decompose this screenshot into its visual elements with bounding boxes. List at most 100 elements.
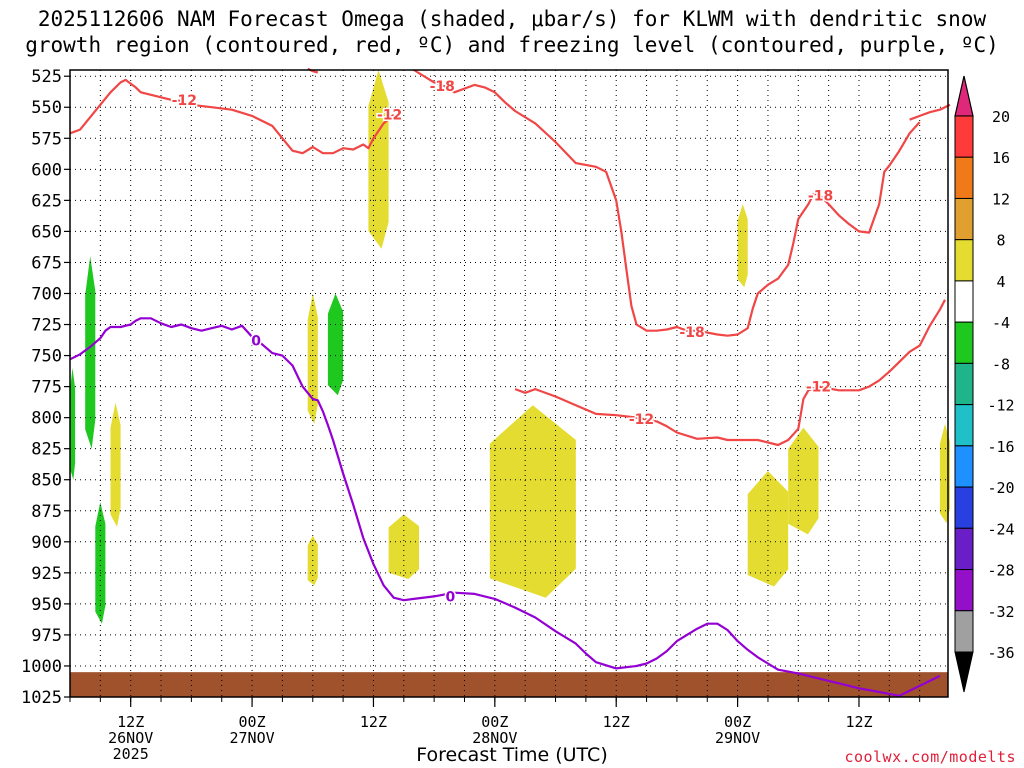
colorbar-swatch-3 bbox=[954, 239, 974, 282]
y-tick-label-625: 625 bbox=[31, 191, 62, 211]
y-tick-label-650: 650 bbox=[31, 222, 62, 242]
y-tick-label-550: 550 bbox=[31, 98, 62, 118]
contour-label-3: -12 bbox=[806, 380, 831, 396]
colorbar-top-arrow bbox=[954, 75, 974, 117]
x-tick-label-42-1: 28NOV bbox=[472, 729, 517, 747]
y-tick-label-675: 675 bbox=[31, 253, 62, 273]
colorbar-swatch-9 bbox=[954, 486, 974, 529]
y-tick-label-600: 600 bbox=[31, 160, 62, 180]
y-tick-label-800: 800 bbox=[31, 409, 62, 429]
colorbar-label-0: 20 bbox=[992, 108, 1010, 126]
y-tick-label-925: 925 bbox=[31, 564, 62, 584]
omega-region-10 bbox=[85, 256, 96, 449]
colorbar-swatch-4 bbox=[954, 280, 974, 323]
x-tick-label-18-1: 27NOV bbox=[229, 729, 274, 747]
y-tick-label-875: 875 bbox=[31, 502, 62, 522]
y-tick-label-900: 900 bbox=[31, 533, 62, 553]
x-tick-label-6-2: 2025 bbox=[113, 745, 149, 763]
omega-region-3 bbox=[788, 427, 819, 535]
omega-region-13 bbox=[70, 368, 76, 480]
contour-label-5: -18 bbox=[679, 325, 704, 341]
credit-link[interactable]: coolwx.com/modelts bbox=[844, 748, 1016, 766]
colorbar-label-8: -16 bbox=[987, 438, 1014, 456]
colorbar-swatch-5 bbox=[954, 321, 974, 364]
x-tick-label-42-0: 00Z bbox=[481, 713, 508, 731]
x-tick-label-18-0: 00Z bbox=[239, 713, 266, 731]
y-tick-label-1000: 1000 bbox=[21, 657, 62, 677]
omega-region-6 bbox=[307, 293, 318, 424]
colorbar-swatch-2 bbox=[954, 197, 974, 241]
contour-label-2: -12 bbox=[629, 412, 654, 428]
contour-label-0: -12 bbox=[172, 93, 197, 109]
colorbar-label-9: -20 bbox=[987, 479, 1014, 497]
colorbar-swatch-8 bbox=[954, 445, 974, 488]
y-tick-label-825: 825 bbox=[31, 440, 62, 460]
chart-title-line2: growth region (contoured, red, ºC) and f… bbox=[25, 33, 999, 57]
contour-line-2 bbox=[909, 103, 951, 121]
colorbar-label-12: -32 bbox=[987, 603, 1014, 621]
y-tick-label-725: 725 bbox=[31, 316, 62, 336]
omega-region-11 bbox=[95, 502, 106, 624]
omega-region-5 bbox=[737, 204, 748, 288]
colorbar-label-1: 16 bbox=[992, 149, 1010, 167]
colorbar-label-13: -36 bbox=[987, 644, 1014, 662]
x-tick-label-54-0: 12Z bbox=[603, 713, 630, 731]
contour-label-7: 0 bbox=[251, 334, 261, 350]
x-tick-label-6-0: 12Z bbox=[117, 713, 144, 731]
colorbar-swatch-11 bbox=[954, 569, 974, 612]
terrain-surface bbox=[70, 672, 948, 697]
colorbar-bottom-arrow bbox=[954, 651, 974, 693]
colorbar-swatch-0 bbox=[954, 115, 974, 158]
colorbar: 20 16 12 8 4 -4 -8 -12 -16 -20 -24 -28 -32 -36 bbox=[954, 75, 1015, 693]
y-tick-label-525: 525 bbox=[31, 67, 62, 87]
omega-region-4 bbox=[747, 471, 789, 587]
contour-line-4 bbox=[413, 69, 921, 337]
contour-label-6: -18 bbox=[808, 188, 833, 204]
colorbar-swatch-12 bbox=[954, 610, 974, 653]
terrain-layer bbox=[70, 672, 948, 697]
axes-layer: 525 550 575 600 625 650 675 700 725 750 775 800 825 8… bbox=[21, 67, 949, 763]
contour-label-1: -12 bbox=[377, 108, 402, 124]
contour-line-1 bbox=[514, 299, 946, 447]
plot-frame bbox=[69, 69, 949, 698]
colorbar-label-3: 8 bbox=[996, 232, 1005, 250]
omega-region-2 bbox=[388, 514, 419, 579]
colorbar-swatch-7 bbox=[954, 404, 974, 447]
colorbar-swatch-10 bbox=[954, 527, 974, 571]
x-tick-label-66-0: 00Z bbox=[724, 713, 751, 731]
y-tick-label-575: 575 bbox=[31, 129, 62, 149]
y-tick-label-775: 775 bbox=[31, 378, 62, 398]
y-tick-label-1025: 1025 bbox=[21, 688, 62, 708]
colorbar-label-4: 4 bbox=[996, 273, 1005, 291]
x-tick-label-30-0: 12Z bbox=[360, 713, 387, 731]
chart-title: 2025112606 NAM Forecast Omega (shaded, μ… bbox=[0, 6, 1024, 58]
y-tick-label-975: 975 bbox=[31, 626, 62, 646]
omega-region-1 bbox=[489, 405, 576, 598]
x-tick-label-6-1: 26NOV bbox=[108, 729, 153, 747]
colorbar-label-10: -24 bbox=[987, 520, 1014, 538]
x-tick-label-66-1: 29NOV bbox=[715, 729, 760, 747]
contour-line-0 bbox=[69, 78, 395, 155]
colorbar-swatch-6 bbox=[954, 362, 974, 406]
contour-line-5 bbox=[69, 317, 941, 697]
x-tick-label-78-0: 12Z bbox=[845, 713, 872, 731]
colorbar-label-5: -4 bbox=[992, 314, 1010, 332]
y-tick-label-950: 950 bbox=[31, 595, 62, 615]
omega-region-12 bbox=[327, 293, 344, 396]
omega-region-8 bbox=[110, 402, 121, 527]
contour-label-4: -18 bbox=[430, 79, 455, 95]
colorbar-label-6: -8 bbox=[992, 355, 1010, 373]
omega-shading-layer bbox=[70, 70, 950, 624]
y-tick-label-850: 850 bbox=[31, 471, 62, 491]
y-tick-label-700: 700 bbox=[31, 284, 62, 304]
omega-region-0 bbox=[368, 70, 389, 249]
contour-label-8: 0 bbox=[445, 589, 455, 605]
contour-layer: -12 -12 -12 -12 -18 -18 -18 0 0 bbox=[69, 67, 951, 697]
y-tick-label-750: 750 bbox=[31, 347, 62, 367]
colorbar-label-11: -28 bbox=[987, 562, 1014, 580]
chart-title-line1: 2025112606 NAM Forecast Omega (shaded, μ… bbox=[37, 7, 987, 31]
colorbar-label-7: -12 bbox=[987, 397, 1014, 415]
colorbar-swatch-1 bbox=[954, 156, 974, 199]
x-axis-title: Forecast Time (UTC) bbox=[416, 744, 608, 766]
